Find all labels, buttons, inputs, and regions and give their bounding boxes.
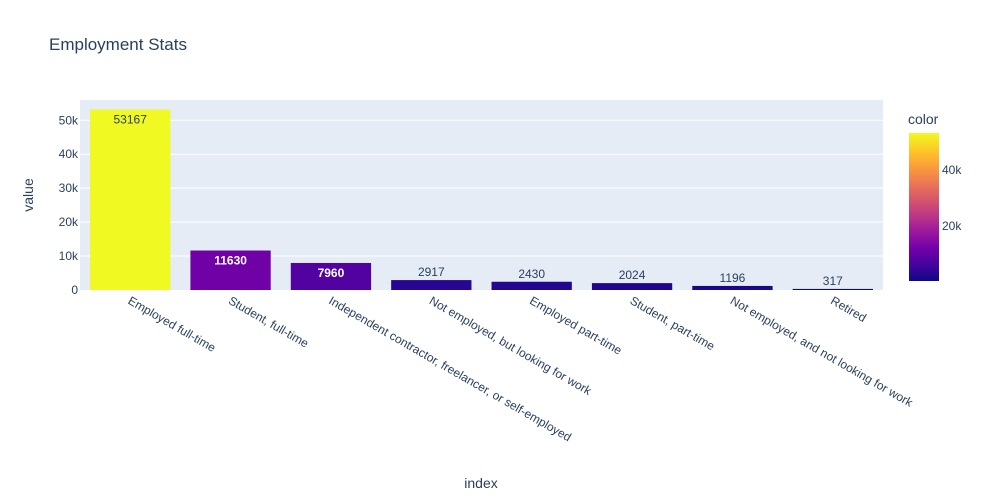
bar-value-label: 7960 (318, 266, 345, 280)
colorbar-title: color (908, 111, 939, 127)
x-tick-label: Not employed, but looking for work (427, 293, 595, 398)
bars (90, 109, 873, 290)
y-tick-label: 0 (71, 283, 78, 297)
y-axis-ticks: 0 10k 20k 30k 40k 50k (59, 113, 79, 297)
y-tick-label: 40k (59, 147, 79, 161)
y-tick-label: 10k (59, 249, 79, 263)
y-tick-label: 50k (59, 113, 79, 127)
bar-value-label: 2917 (418, 265, 445, 279)
bar (792, 288, 873, 290)
colorbar-ticks: 20k 40k (942, 163, 962, 233)
bar (692, 285, 773, 290)
bar-value-label: 2024 (619, 268, 646, 282)
colorbar: color 20k 40k (908, 111, 962, 281)
x-tick-label: Employed full-time (126, 293, 219, 355)
bar (90, 109, 171, 290)
x-tick-label: Employed part-time (527, 293, 624, 357)
x-tick-label: Not employed, and not looking for work (728, 293, 916, 410)
bar-value-label: 11630 (214, 254, 247, 268)
x-tick-label: Retired (828, 293, 869, 324)
bar (290, 262, 372, 290)
x-axis-label: index (464, 475, 497, 491)
y-tick-label: 30k (59, 181, 79, 195)
colorbar-tick-label: 40k (942, 163, 962, 177)
bar (491, 281, 572, 290)
colorbar-tick-label: 20k (942, 219, 962, 233)
bar-value-label: 1196 (720, 271, 746, 285)
x-tick-label: Student, part-time (628, 293, 718, 353)
x-axis-ticks: Employed full-time Student, full-time Inde… (126, 293, 916, 444)
bar-value-label: 53167 (114, 113, 148, 127)
x-tick-label: Student, full-time (226, 293, 311, 350)
chart-title: Employment Stats (49, 35, 187, 54)
bar (591, 283, 673, 290)
bar (190, 250, 271, 290)
bar (391, 280, 472, 290)
colorbar-gradient (909, 133, 939, 281)
bar-value-label: 2430 (518, 267, 545, 281)
y-axis-label: value (20, 178, 36, 212)
bar-value-labels: 53167 11630 7960 2917 2430 2024 1196 317 (114, 113, 844, 288)
bar-value-label: 317 (823, 274, 843, 288)
y-tick-label: 20k (59, 215, 79, 229)
